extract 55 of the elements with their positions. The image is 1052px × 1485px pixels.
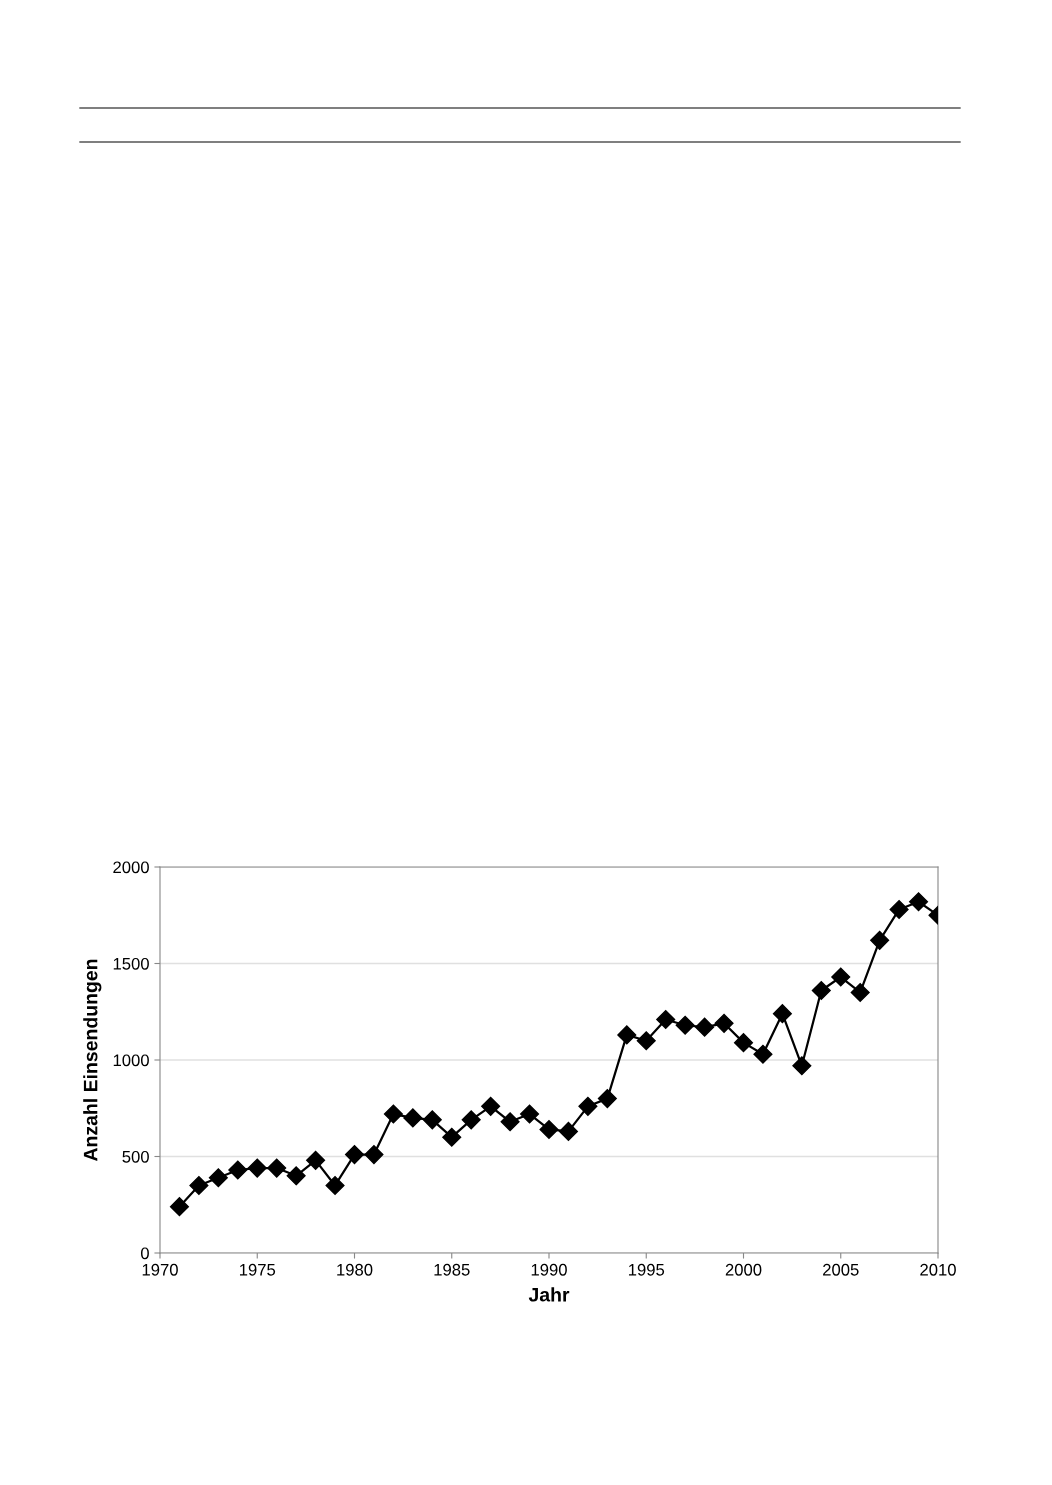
- point: [792, 1056, 812, 1076]
- point: [811, 980, 831, 1001]
- x-tick-label: 1990: [531, 1263, 567, 1276]
- point: [772, 1004, 792, 1024]
- point: [695, 1017, 715, 1037]
- point: [286, 1166, 306, 1186]
- point: [325, 1175, 345, 1195]
- point: [228, 1160, 248, 1180]
- y-tick-label: 0: [140, 1247, 149, 1260]
- point: [169, 1197, 189, 1217]
- x-tick-label: 1985: [434, 1263, 470, 1276]
- y-tick-label: 500: [122, 1150, 149, 1163]
- point: [500, 1112, 520, 1132]
- point: [422, 1110, 442, 1130]
- point: [597, 1089, 617, 1109]
- point: [189, 1175, 209, 1195]
- point: [403, 1108, 423, 1128]
- point: [539, 1119, 559, 1140]
- point: [383, 1104, 403, 1124]
- point: [364, 1145, 384, 1165]
- point: [850, 982, 870, 1002]
- x-tick-label: 2005: [823, 1263, 859, 1276]
- point: [617, 1025, 637, 1045]
- x-tick-label: 1970: [142, 1263, 178, 1276]
- point: [578, 1096, 598, 1116]
- y-tick-label: 1000: [113, 1054, 149, 1067]
- x-axis-title: Jahr: [528, 1287, 570, 1302]
- point: [675, 1015, 695, 1035]
- point: [208, 1168, 228, 1188]
- point: [520, 1104, 540, 1124]
- point: [889, 899, 909, 919]
- y-axis-title: Anzahl Einsendungen: [83, 959, 102, 1162]
- x-tick-label: 1975: [239, 1263, 276, 1276]
- point: [247, 1158, 267, 1178]
- point: [306, 1150, 326, 1170]
- point: [636, 1031, 656, 1051]
- x-tick-label: 2010: [920, 1263, 956, 1276]
- x-tick-label: 2000: [725, 1263, 762, 1276]
- point: [714, 1013, 734, 1033]
- point: [267, 1158, 287, 1178]
- point: [870, 930, 890, 950]
- point: [753, 1044, 773, 1064]
- y-tick-label: 1500: [113, 957, 149, 970]
- point: [831, 967, 851, 987]
- point: [481, 1096, 501, 1116]
- x-tick-label: 1980: [337, 1263, 373, 1276]
- point: [344, 1145, 365, 1165]
- point: [461, 1110, 481, 1130]
- point: [656, 1009, 676, 1030]
- x-tick-label: 1995: [628, 1263, 665, 1276]
- y-tick-label: 2000: [113, 861, 149, 874]
- point: [733, 1033, 754, 1053]
- point: [442, 1127, 462, 1147]
- point: [558, 1121, 578, 1141]
- point: [909, 892, 929, 912]
